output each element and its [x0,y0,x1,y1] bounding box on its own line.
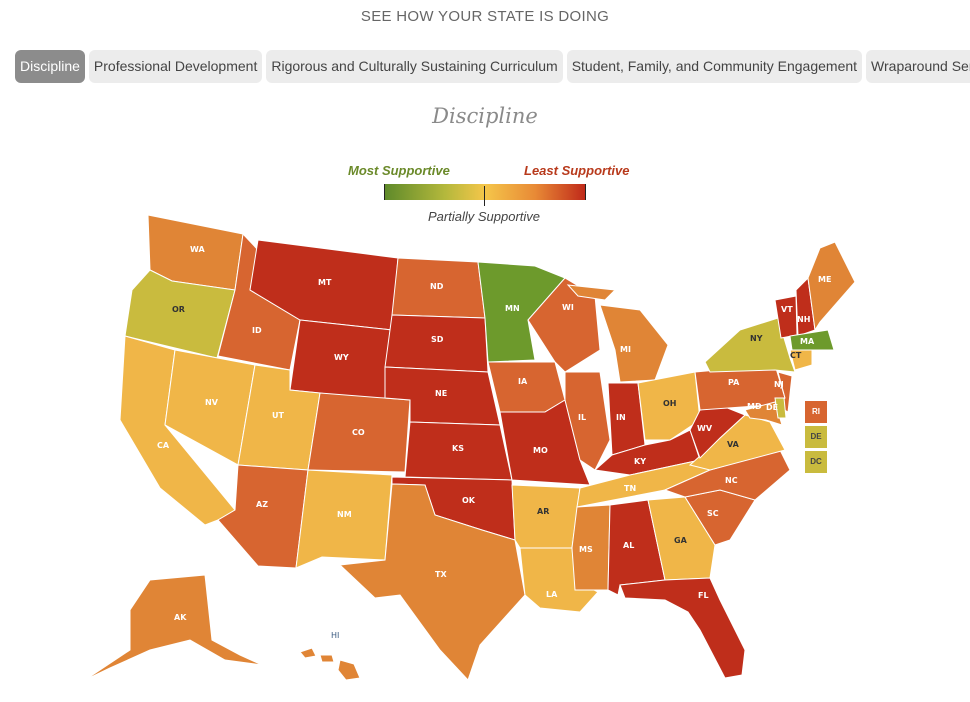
tab-engagement[interactable]: Student, Family, and Community Engagemen… [566,50,863,83]
tab-wraparound-services[interactable]: Wraparound Services [866,50,970,83]
state-ny[interactable] [704,317,796,373]
state-oh[interactable] [637,371,701,441]
state-label: HI [331,631,339,640]
side-box-label: DC [810,457,822,466]
state-shapes [84,214,856,681]
state-az[interactable] [217,464,309,569]
side-box-label: DE [810,432,822,441]
tab-discipline[interactable]: Discipline [15,50,85,83]
map-title: Discipline [432,104,538,128]
legend-most-label: Most Supportive [348,163,450,178]
state-md[interactable] [744,401,783,426]
side-box-label: RI [812,407,820,416]
state-nm[interactable] [295,469,393,569]
state-de[interactable] [774,397,787,419]
side-box-de[interactable]: DE [805,426,827,448]
state-ma[interactable] [789,329,835,351]
category-tabs: Discipline Professional Development Rigo… [15,50,970,83]
side-box-dc[interactable]: DC [805,451,827,473]
tab-professional-development[interactable]: Professional Development [88,50,263,83]
legend-midpoint-tick [484,186,485,206]
state-wi[interactable] [527,277,601,373]
state-ak[interactable] [84,574,263,681]
state-me[interactable] [807,241,856,332]
state-co[interactable] [307,392,411,473]
state-fl[interactable] [619,577,746,679]
state-sd[interactable] [384,314,489,373]
state-hi[interactable] [299,647,361,681]
state-mn[interactable] [477,261,566,363]
legend-gradient-bar [384,184,586,200]
page-heading: SEE HOW YOUR STATE IS DOING [360,8,610,25]
side-box-ri[interactable]: RI [805,401,827,423]
state-ct[interactable] [789,349,813,371]
legend-partial-label: Partially Supportive [428,209,540,224]
state-nd[interactable] [391,257,486,319]
state-ia[interactable] [487,361,566,413]
state-ks[interactable] [404,421,513,481]
state-ar[interactable] [511,484,581,549]
legend-least-label: Least Supportive [524,163,630,178]
state-tx[interactable] [338,483,526,681]
state-wy[interactable] [289,319,393,401]
state-ga[interactable] [647,496,716,581]
tab-rigorous-curriculum[interactable]: Rigorous and Culturally Sustaining Curri… [266,50,563,83]
state-ms[interactable] [571,504,611,591]
